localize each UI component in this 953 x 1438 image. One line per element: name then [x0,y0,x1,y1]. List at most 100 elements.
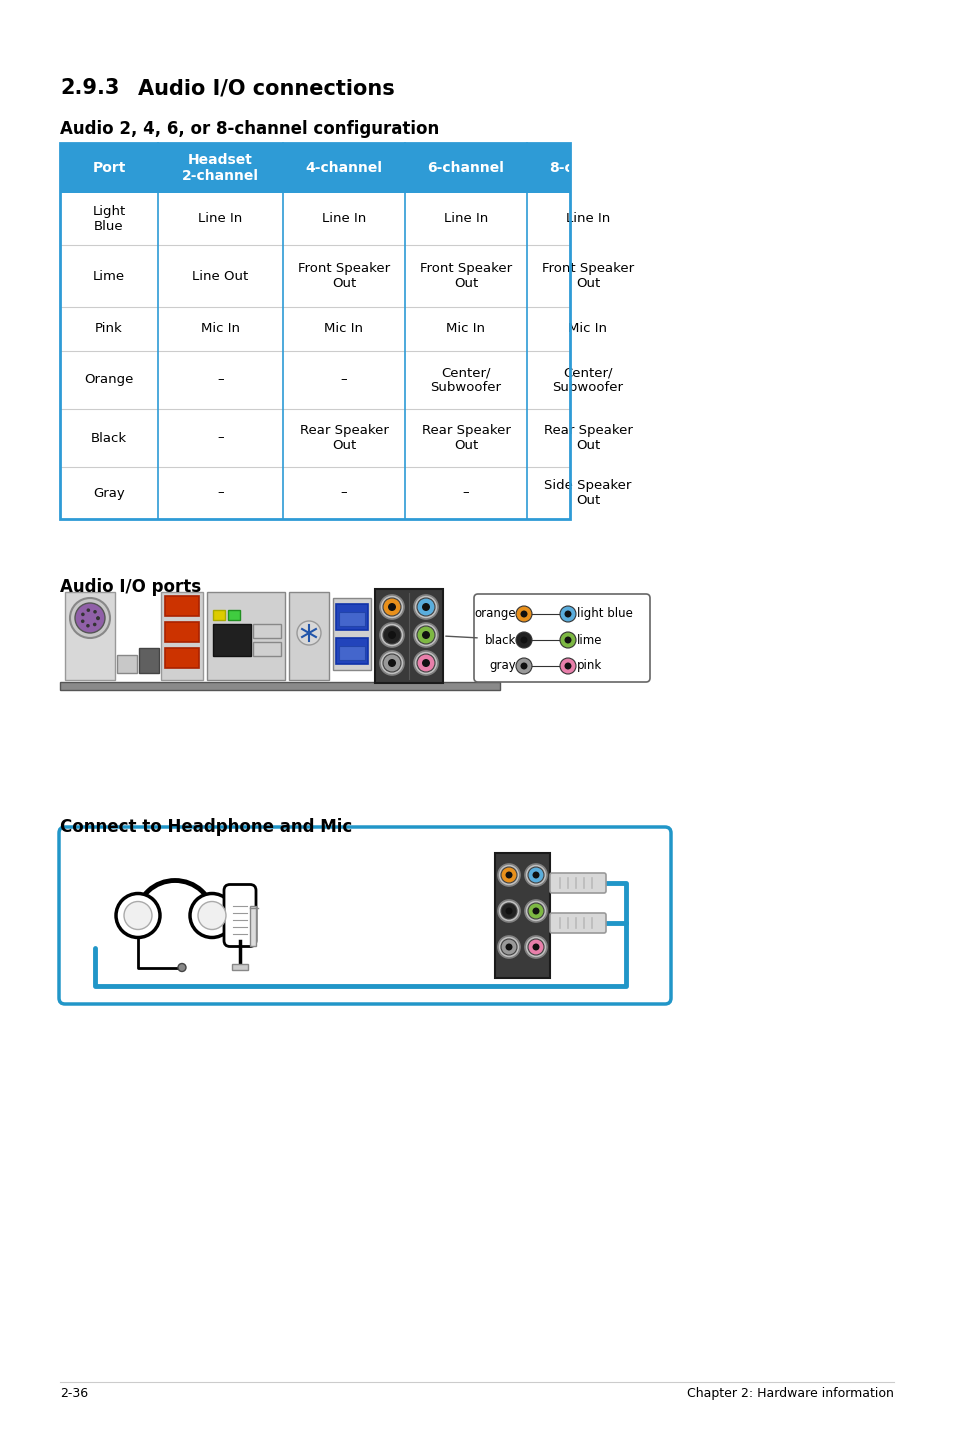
Text: Front Speaker
Out: Front Speaker Out [419,262,512,290]
Text: Front Speaker
Out: Front Speaker Out [297,262,390,290]
Text: Center/
Subwoofer: Center/ Subwoofer [430,367,501,394]
Text: Audio I/O connections: Audio I/O connections [138,78,395,98]
Circle shape [497,936,519,958]
Bar [207,592,285,680]
Text: Chapter 2: Hardware information: Chapter 2: Hardware information [686,1388,893,1401]
Circle shape [382,598,400,615]
Circle shape [87,608,90,613]
Circle shape [520,611,527,617]
Circle shape [81,620,85,623]
Circle shape [559,605,576,623]
Text: Orange: Orange [84,374,133,387]
Text: –: – [340,374,347,387]
Text: Line Out: Line Out [193,269,249,282]
Bar [60,193,569,519]
Circle shape [414,595,437,618]
FancyBboxPatch shape [550,913,605,933]
Circle shape [527,867,543,883]
Text: Lime: Lime [92,269,125,282]
Circle shape [500,939,517,955]
Bar [495,853,550,978]
Circle shape [414,623,437,647]
Circle shape [388,603,395,611]
Text: Line In: Line In [321,213,366,226]
Bar [338,646,365,660]
Text: 6-channel: 6-channel [427,161,504,175]
Circle shape [416,626,435,644]
Circle shape [564,611,571,617]
Circle shape [505,871,512,879]
Circle shape [500,903,517,919]
Text: Port: Port [92,161,126,175]
Text: Gray: Gray [93,486,125,499]
Text: –: – [217,431,224,444]
Circle shape [198,902,226,929]
Bar [253,641,281,656]
Circle shape [96,617,100,620]
Text: 4-channel: 4-channel [305,161,382,175]
Text: Connect to Headphone and Mic: Connect to Headphone and Mic [60,818,352,835]
Circle shape [416,654,435,672]
Bar [165,649,199,669]
Circle shape [421,603,430,611]
Bar [117,654,137,673]
Text: Black: Black [91,431,127,444]
Bar [65,592,115,680]
Circle shape [505,907,512,915]
Text: Side Speaker
Out: Side Speaker Out [544,479,631,508]
Text: 2.9.3: 2.9.3 [60,78,119,98]
Circle shape [532,907,539,915]
Circle shape [520,637,527,643]
Bar [250,906,255,946]
Text: Front Speaker
Out: Front Speaker Out [541,262,634,290]
Circle shape [532,943,539,951]
Text: lime: lime [577,634,602,647]
Text: gray: gray [489,660,516,673]
FancyBboxPatch shape [550,873,605,893]
Circle shape [414,651,437,674]
Circle shape [96,617,100,620]
Text: Headset
2-channel: Headset 2-channel [182,152,258,183]
Text: Rear Speaker
Out: Rear Speaker Out [543,424,632,452]
Circle shape [86,624,90,627]
Text: –: – [217,374,224,387]
Circle shape [527,903,543,919]
Circle shape [124,902,152,929]
Circle shape [75,603,105,633]
Circle shape [559,659,576,674]
Text: –: – [217,486,224,499]
Circle shape [497,900,519,922]
Circle shape [178,963,186,972]
Circle shape [516,605,532,623]
Text: Audio 2, 4, 6, or 8-channel configuration: Audio 2, 4, 6, or 8-channel configuratio… [60,119,438,138]
Circle shape [505,943,512,951]
Circle shape [416,598,435,615]
Text: Rear Speaker
Out: Rear Speaker Out [421,424,510,452]
Text: Pink: Pink [95,322,123,335]
Bar [60,142,569,519]
Circle shape [379,651,403,674]
Circle shape [564,637,571,643]
Bar [161,592,203,680]
Text: Line In: Line In [198,213,242,226]
Text: Mic In: Mic In [568,322,607,335]
Circle shape [92,623,96,627]
Bar [375,590,442,683]
Circle shape [532,871,539,879]
Text: Mic In: Mic In [446,322,485,335]
Circle shape [190,893,233,938]
Bar [228,610,240,620]
Circle shape [388,631,395,638]
Bar [335,604,368,630]
Text: black: black [484,634,516,647]
Bar [139,649,159,673]
Text: light blue: light blue [577,607,632,621]
Circle shape [524,864,546,886]
Circle shape [516,631,532,649]
Text: Mic In: Mic In [324,322,363,335]
Circle shape [559,631,576,649]
Text: orange: orange [474,607,516,621]
Bar [165,623,199,641]
Bar [213,610,225,620]
Text: 2-36: 2-36 [60,1388,88,1401]
